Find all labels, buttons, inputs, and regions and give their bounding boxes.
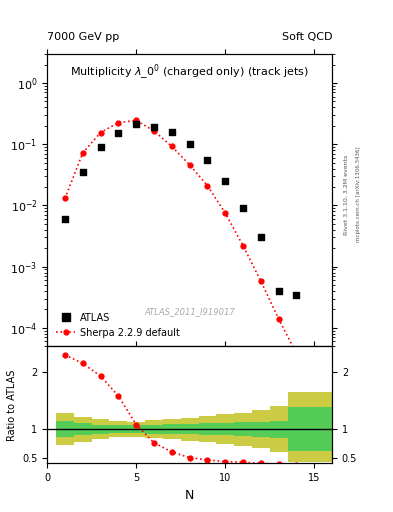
Text: 7000 GeV pp: 7000 GeV pp [47, 32, 119, 42]
Point [97, 143, 104, 151]
Text: Rivet 3.1.10, 3.2M events: Rivet 3.1.10, 3.2M events [344, 155, 349, 234]
Point [186, 140, 193, 148]
Text: ATLAS_2011_I919017: ATLAS_2011_I919017 [144, 307, 235, 316]
X-axis label: N: N [185, 488, 194, 502]
Point [169, 127, 175, 136]
Legend: ATLAS, Sherpa 2.2.9 default: ATLAS, Sherpa 2.2.9 default [52, 309, 184, 342]
Y-axis label: Ratio to ATLAS: Ratio to ATLAS [7, 369, 17, 440]
Point [80, 168, 86, 176]
Point [133, 120, 140, 129]
Point [275, 287, 282, 295]
Point [115, 130, 121, 138]
Text: Multiplicity $\lambda\_0^0$ (charged only) (track jets): Multiplicity $\lambda\_0^0$ (charged onl… [70, 62, 309, 82]
Point [293, 290, 299, 298]
Text: mcplots.cern.ch [arXiv:1306.3436]: mcplots.cern.ch [arXiv:1306.3436] [356, 147, 361, 242]
Text: Soft QCD: Soft QCD [282, 32, 332, 42]
Point [151, 123, 157, 131]
Point [62, 215, 68, 223]
Point [204, 156, 211, 164]
Point [258, 233, 264, 242]
Point [222, 177, 228, 185]
Point [240, 204, 246, 212]
